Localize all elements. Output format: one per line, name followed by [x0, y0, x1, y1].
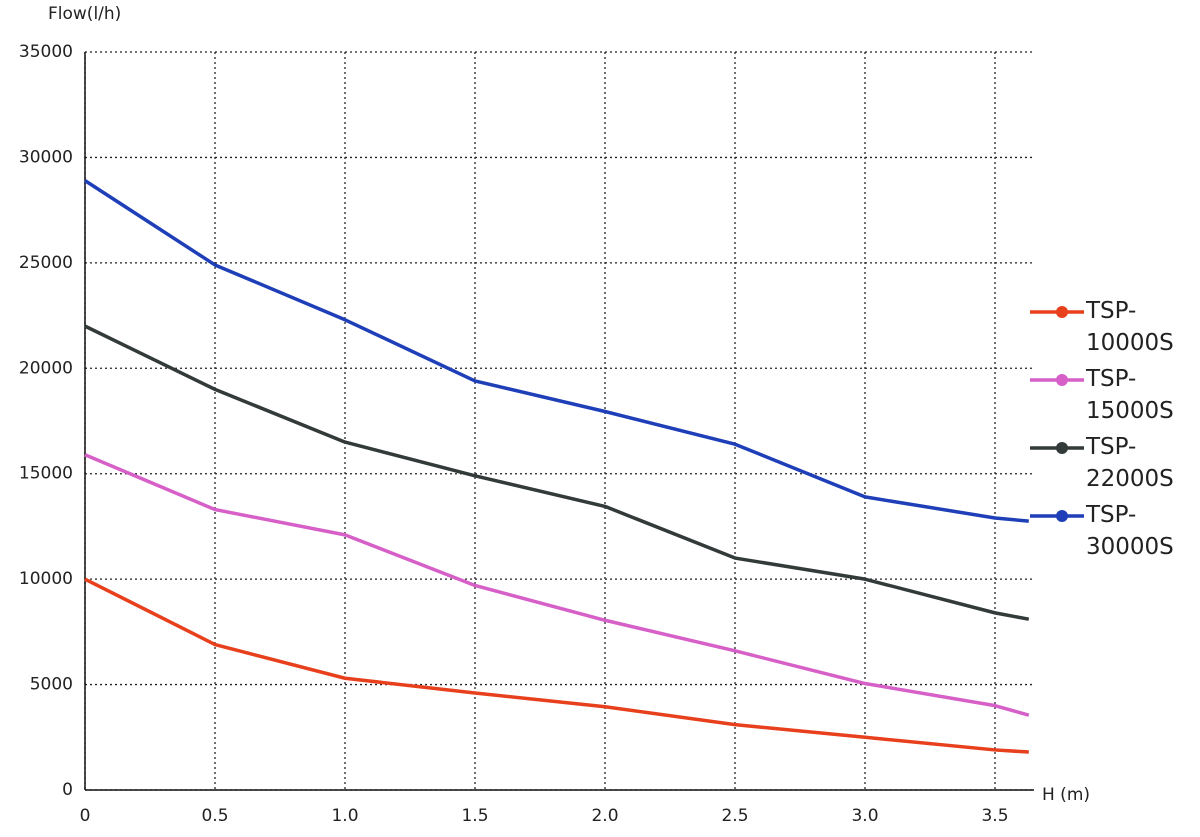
series-line: [84, 453, 1030, 717]
legend-marker: [1056, 442, 1068, 454]
legend-marker: [1056, 306, 1068, 318]
y-tick-label: 5000: [30, 675, 73, 695]
x-tick-label: 2.5: [721, 806, 748, 826]
y-tick-label: 10000: [19, 569, 73, 589]
y-axis-label: Flow(l/h): [48, 4, 121, 24]
x-tick-label: 0.5: [201, 806, 228, 826]
series-line: [84, 179, 1029, 523]
legend: TSP-10000S TSP-15000S TSP-22000S TSP-30000S: [1030, 298, 1190, 570]
x-tick-label: 1.5: [461, 806, 488, 826]
legend-marker: [1056, 374, 1068, 386]
y-tick-label: 30000: [19, 147, 73, 167]
x-tick-label: 0: [80, 806, 91, 826]
y-tick-label: 35000: [19, 42, 73, 62]
legend-item: TSP-10000S: [1030, 298, 1190, 366]
series-line: [84, 577, 1029, 754]
y-tick-label: 25000: [19, 253, 73, 273]
series-line: [84, 324, 1030, 621]
legend-marker: [1056, 510, 1068, 522]
legend-item: TSP-30000S: [1030, 502, 1190, 570]
legend-label: TSP-30000S: [1086, 502, 1174, 560]
legend-label: TSP-22000S: [1086, 434, 1174, 492]
legend-label: TSP-15000S: [1086, 366, 1174, 424]
x-tick-label: 1.0: [331, 806, 358, 826]
legend-swatch: [1030, 510, 1084, 522]
legend-item: TSP-22000S: [1030, 434, 1190, 502]
x-tick-label: 3.0: [851, 806, 878, 826]
y-tick-label: 0: [62, 780, 73, 800]
y-tick-label: 20000: [19, 358, 73, 378]
y-tick-label: 15000: [19, 464, 73, 484]
legend-swatch: [1030, 374, 1084, 386]
x-tick-label: 2.0: [591, 806, 618, 826]
x-axis-label: H (m): [1042, 785, 1090, 805]
legend-swatch: [1030, 442, 1084, 454]
x-tick-label: 3.5: [981, 806, 1008, 826]
legend-item: TSP-15000S: [1030, 366, 1190, 434]
legend-label: TSP-10000S: [1086, 298, 1174, 356]
legend-swatch: [1030, 306, 1084, 318]
